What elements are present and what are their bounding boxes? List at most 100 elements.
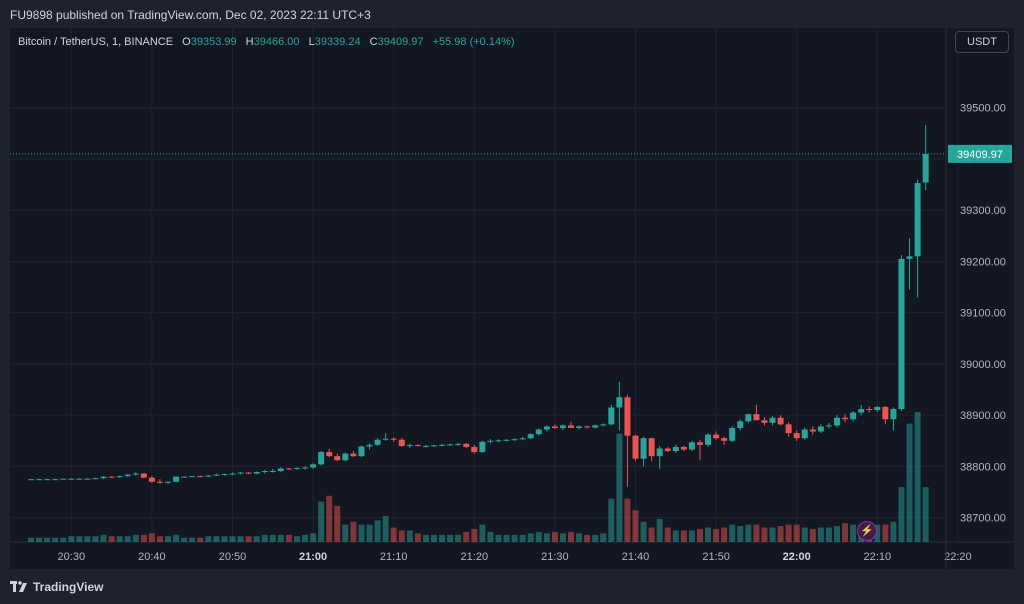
high-value: 39466.00: [253, 36, 300, 48]
open-label: O: [182, 36, 191, 48]
x-tick-label: 21:10: [380, 551, 408, 563]
currency-button[interactable]: USDT: [955, 31, 1009, 53]
volume-bar: [696, 529, 703, 542]
volume-bar: [124, 536, 131, 542]
candle-body: [36, 479, 43, 481]
candle-body: [92, 478, 99, 480]
candle-body: [342, 453, 349, 461]
volume-bar: [850, 524, 857, 542]
volume-bar: [165, 536, 172, 542]
volume-bar: [616, 433, 623, 542]
volume-bar: [358, 524, 365, 542]
volume-bar: [221, 536, 228, 542]
candle-body: [600, 424, 607, 426]
volume-bar: [173, 534, 180, 542]
x-tick-label: 21:00: [299, 551, 327, 563]
volume-bar: [656, 518, 663, 542]
candle-body: [181, 476, 188, 478]
candle-body: [705, 434, 712, 445]
candle-body: [100, 476, 107, 479]
candle-body: [455, 443, 462, 445]
candle-body: [898, 258, 905, 410]
volume-bar: [592, 534, 599, 542]
volume-bar: [293, 536, 300, 542]
candle-body: [834, 417, 840, 426]
candle-body: [197, 476, 204, 478]
high-label: H: [245, 36, 254, 48]
candle-body: [914, 183, 921, 257]
candle-body: [148, 477, 155, 482]
candle-body: [84, 478, 91, 480]
candle-body: [648, 438, 655, 457]
volume-bar: [882, 524, 889, 542]
volume-bar: [817, 527, 824, 542]
volume-bar: [519, 534, 526, 542]
volume-bar: [447, 534, 454, 542]
candle-body: [495, 440, 502, 442]
volume-bar: [36, 537, 43, 542]
tradingview-logo[interactable]: TradingView: [10, 580, 103, 594]
volume-bar: [705, 527, 712, 542]
x-tick-label: 22:20: [944, 551, 972, 563]
x-tick-label: 22:00: [783, 551, 811, 563]
candle-body: [713, 434, 720, 439]
volume-bar: [664, 527, 671, 542]
volume-bar: [914, 412, 921, 542]
volume-bar: [374, 520, 381, 542]
candle-body: [745, 414, 752, 422]
volume-bar: [801, 527, 808, 542]
candle-body: [527, 434, 534, 439]
volume-bar: [479, 524, 486, 542]
volume-bar: [334, 505, 341, 542]
candle-body: [568, 425, 575, 428]
volume-bar: [156, 536, 163, 542]
candle-body: [535, 429, 542, 435]
volume-bar: [181, 537, 188, 542]
volume-bar: [576, 533, 583, 542]
volume-bar: [809, 529, 816, 542]
candle-body: [398, 439, 405, 446]
candle-body: [922, 153, 929, 183]
candle-body: [584, 426, 591, 428]
volume-bar: [890, 521, 897, 542]
candle-body: [422, 445, 429, 447]
volume-bar: [213, 536, 220, 542]
last-price-label: 39409.97: [957, 149, 1003, 161]
candle-body: [366, 444, 373, 447]
y-tick-label: 39100.00: [960, 308, 1006, 320]
volume-bar: [793, 524, 800, 542]
candle-body: [60, 478, 67, 480]
volume-bar: [197, 537, 204, 542]
volume-bar: [745, 524, 752, 542]
volume-bar: [906, 423, 913, 542]
candle-body: [463, 443, 470, 447]
volume-bar: [245, 536, 252, 542]
price-chart[interactable]: 38700.00 38800.00 38900.00 39000.00 39100.00…: [10, 28, 1014, 569]
candle-body: [608, 407, 615, 425]
volume-bar: [568, 531, 575, 542]
volume-bar: [366, 524, 373, 542]
candle-body: [108, 476, 115, 478]
volume-bar: [495, 534, 502, 542]
volume-bar: [648, 527, 655, 542]
candle-body: [132, 473, 139, 475]
volume-bar: [44, 537, 51, 542]
x-tick-label: 21:20: [461, 551, 489, 563]
volume-bar: [310, 533, 317, 542]
candle-body: [511, 439, 518, 441]
candle-body: [543, 426, 550, 430]
volume-bar: [713, 529, 720, 542]
open-value: 39353.99: [190, 36, 237, 48]
volume-bar: [729, 524, 736, 542]
candle-body: [326, 452, 333, 457]
candle-body: [842, 417, 849, 420]
candle-body: [390, 438, 397, 440]
volume-bar: [269, 534, 276, 542]
symbol-label[interactable]: Bitcoin / TetherUS, 1, BINANCE: [18, 36, 174, 48]
volume-bar: [406, 530, 413, 542]
footer-bar: [0, 570, 1024, 604]
volume-bar: [688, 530, 695, 542]
volume-bar: [52, 537, 59, 542]
candle-body: [205, 475, 212, 477]
flash-icon[interactable]: ⚡: [857, 521, 877, 541]
